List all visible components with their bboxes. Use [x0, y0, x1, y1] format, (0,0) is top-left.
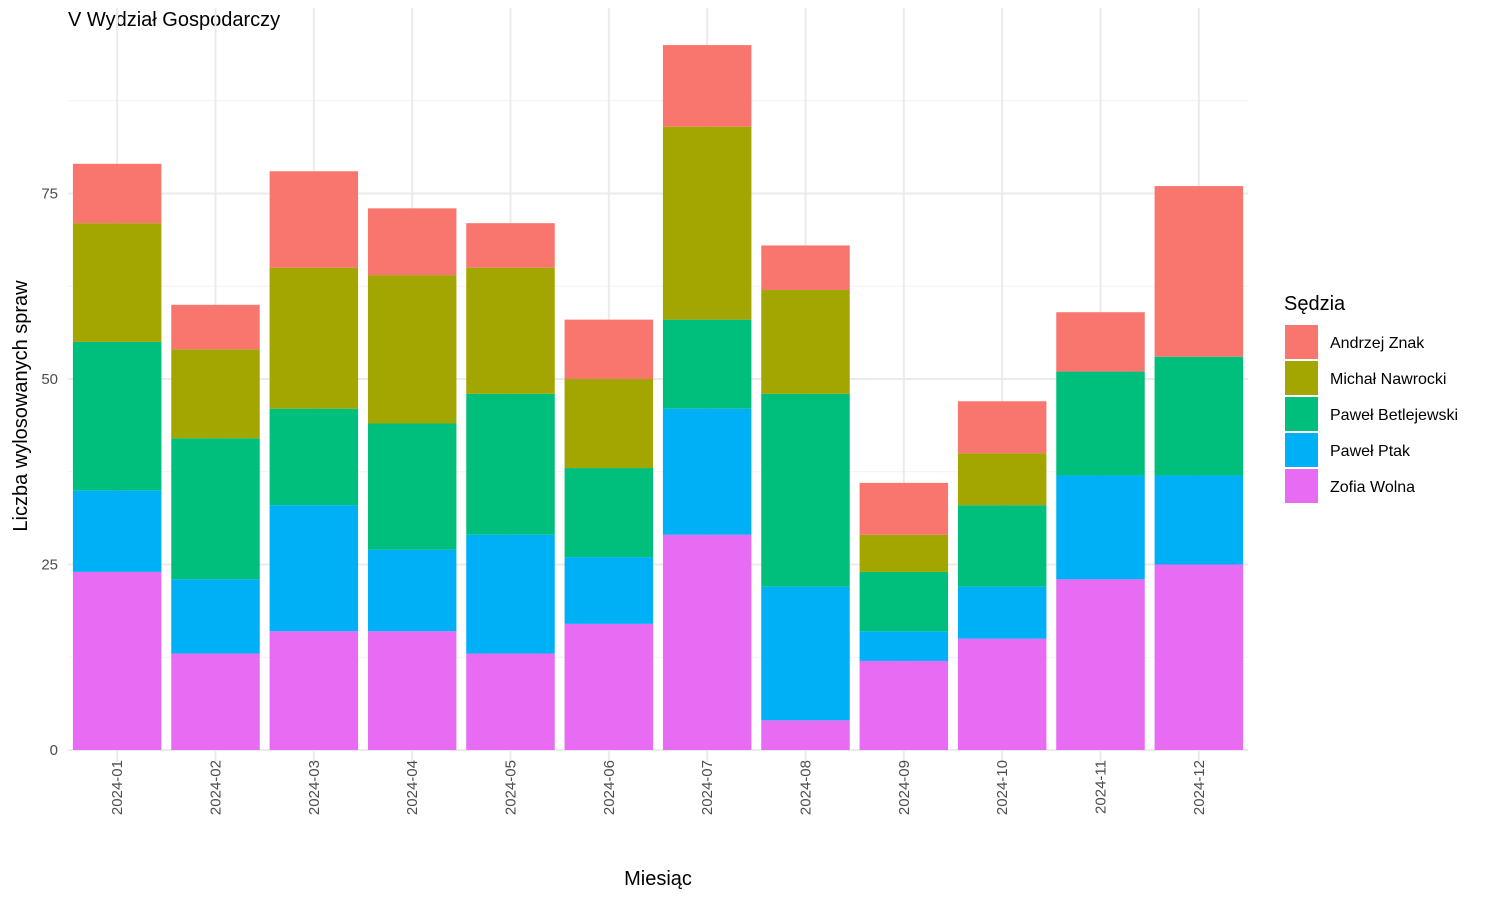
legend-label: Paweł Betlejewski [1330, 407, 1458, 424]
bar-segment [72, 163, 162, 224]
bar-segment [1056, 579, 1145, 750]
bar-segment [269, 631, 359, 750]
bar-segment [662, 408, 752, 535]
bar-segment [957, 638, 1047, 750]
bar-segment [859, 571, 949, 632]
bar-segment [564, 379, 654, 469]
y-axis-title: Liczba wylosowanych spraw [10, 280, 32, 532]
bar-segment [564, 468, 654, 558]
bar-segment [72, 223, 162, 342]
bar-segment [662, 45, 752, 127]
bar-segment [367, 631, 457, 750]
x-axis-ticks: 2024-01 2024-02 2024-03 2024-04 2024-05 2024-… [109, 760, 1208, 815]
y-tick-label: 25 [41, 557, 58, 574]
bar-segment [466, 653, 555, 750]
bar-segment [367, 549, 457, 632]
bar-segment [171, 304, 260, 350]
bar-segment [957, 586, 1047, 639]
bar-segment [466, 534, 555, 654]
legend: Sędzia Andrzej Znak Michał Nawrocki Paweł … [1284, 293, 1458, 503]
bar-segment [761, 245, 850, 290]
x-tick-label: 2024-12 [1191, 760, 1208, 815]
bar-segment [1154, 356, 1244, 476]
y-tick-label: 0 [50, 742, 58, 759]
bar-segment [957, 505, 1047, 587]
bar-segment [859, 631, 949, 661]
bar-segment [1056, 371, 1145, 476]
bar-segment [269, 408, 359, 506]
bar-segment [367, 423, 457, 550]
bar-segment [761, 720, 850, 750]
legend-key [1285, 469, 1318, 503]
bar-segment [171, 349, 260, 439]
x-tick-label: 2024-11 [1093, 760, 1110, 814]
bar-segment [859, 482, 949, 535]
legend-title: Sędzia [1284, 293, 1346, 315]
legend-label: Paweł Ptak [1330, 443, 1411, 460]
bar-segment [171, 438, 260, 580]
bar-segment [466, 393, 555, 535]
x-tick-label: 2024-01 [109, 760, 126, 815]
x-tick-label: 2024-10 [994, 760, 1011, 815]
bar-segment [564, 623, 654, 750]
bar-segment [1154, 564, 1244, 750]
bar-segment [269, 505, 359, 632]
legend-label: Zofia Wolna [1330, 479, 1415, 496]
chart-title: V Wydział Gospodarczy [68, 9, 280, 31]
y-tick-label: 75 [41, 186, 58, 203]
bar-segment [367, 275, 457, 424]
bar-segment [957, 453, 1047, 506]
x-tick-label: 2024-04 [404, 760, 421, 815]
bar-segment [171, 579, 260, 654]
bars [72, 45, 1244, 750]
bar-segment [662, 126, 752, 320]
bar-segment [466, 223, 555, 268]
bar-segment [171, 653, 260, 750]
x-axis-title: Miesiąc [624, 868, 692, 890]
bar-segment [1154, 475, 1244, 565]
bar-segment [859, 660, 949, 750]
bar-segment [564, 319, 654, 379]
x-tick-label: 2024-05 [503, 760, 520, 815]
bar-segment [367, 208, 457, 276]
x-tick-label: 2024-03 [306, 760, 323, 815]
bar-segment [957, 401, 1047, 454]
bar-segment [1056, 312, 1145, 372]
legend-key [1285, 361, 1318, 395]
legend-key [1285, 325, 1318, 359]
bar-segment [72, 571, 162, 750]
y-axis-ticks: 0 25 50 75 [41, 186, 58, 760]
legend-label: Michał Nawrocki [1330, 371, 1446, 388]
bar-segment [72, 341, 162, 491]
bar-segment [269, 171, 359, 268]
bar-segment [1154, 186, 1244, 357]
x-tick-label: 2024-06 [601, 760, 618, 815]
x-tick-label: 2024-02 [208, 760, 225, 815]
bar-segment [466, 267, 555, 394]
y-tick-label: 50 [41, 371, 58, 388]
legend-label: Andrzej Znak [1330, 335, 1425, 352]
bar-segment [761, 393, 850, 587]
x-tick-label: 2024-07 [699, 760, 716, 815]
bar-segment [564, 557, 654, 624]
legend-key [1285, 433, 1318, 467]
legend-key [1285, 397, 1318, 431]
bar-segment [1056, 475, 1145, 580]
bar-segment [662, 319, 752, 409]
bar-segment [761, 289, 850, 394]
bar-segment [269, 267, 359, 409]
x-tick-label: 2024-09 [896, 760, 913, 815]
bar-segment [662, 534, 752, 750]
bar-segment [72, 490, 162, 572]
bar-segment [859, 534, 949, 572]
x-tick-label: 2024-08 [798, 760, 815, 815]
bar-segment [761, 586, 850, 721]
